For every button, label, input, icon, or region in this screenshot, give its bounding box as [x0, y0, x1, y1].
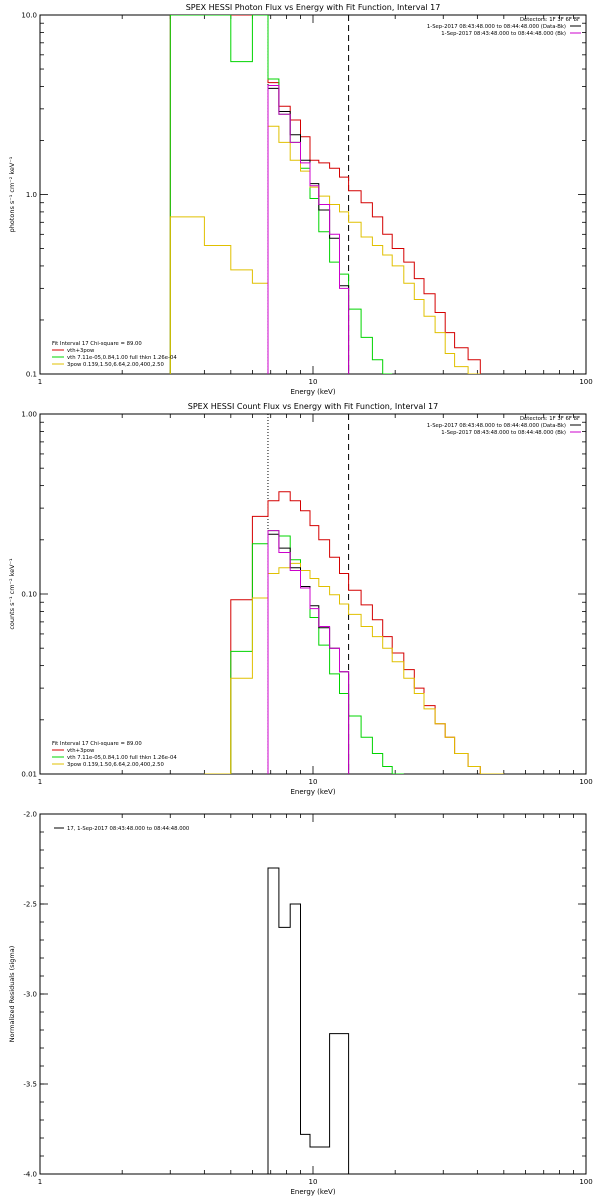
y-axis-label: counts s⁻¹ cm⁻² keV⁻¹: [8, 558, 16, 630]
x-tick-label: 1: [38, 778, 42, 786]
data-layer: [204, 414, 504, 774]
y-tick-label: 1.00: [21, 411, 37, 419]
x-tick-label: 1: [38, 378, 42, 386]
y-tick-label: 1.0: [26, 191, 37, 199]
x-axis-label: Energy (keV): [290, 388, 335, 396]
series-vth: [204, 530, 404, 774]
plot-frame: [39, 413, 587, 775]
legend-bottom-entry: vth 7.11e-05,0.84,1.00 full thkn 1.26e-0…: [67, 755, 177, 761]
x-tick-label: 100: [579, 778, 592, 786]
y-tick-label: -3.5: [23, 1081, 37, 1089]
y-tick-label: -2.5: [23, 901, 37, 909]
legend-top-entry: 1-Sep-2017 08:43:48.000 to 08:44:48.000 …: [441, 31, 566, 37]
y-tick-label: -4.0: [23, 1171, 37, 1179]
data-layer: [169, 15, 481, 374]
series-3pow: [169, 125, 481, 374]
chart-title: SPEX HESSI Photon Flux vs Energy with Fi…: [186, 3, 441, 12]
legend-top-entry: 1-Sep-2017 08:43:48.000 to 08:44:48.000 …: [427, 423, 566, 429]
legend-bottom-entry: vth+3pow: [67, 348, 95, 354]
legend-bottom-entry: 3pow 0.139,1.50,6.64,2.00,400,2.50: [67, 762, 164, 768]
legend-top-entry: Detectors: 1F 3F 6F 8F: [520, 416, 580, 422]
x-tick-label: 10: [309, 778, 318, 786]
legend-bottom-entry: vth 7.11e-05,0.84,1.00 full thkn 1.26e-0…: [67, 355, 177, 361]
x-axis-label: Energy (keV): [290, 1188, 335, 1196]
y-axis-label: Normalized Residuals (sigma): [8, 946, 16, 1043]
series-3pow: [204, 562, 504, 774]
legend-top-entry: Detectors: 1F 3F 6F 8F: [520, 17, 580, 23]
y-tick-label: -3.0: [23, 991, 37, 999]
plot-frame: [39, 813, 587, 1175]
series-bk: [267, 530, 350, 774]
legend-top-entry: 1-Sep-2017 08:43:48.000 to 08:44:48.000 …: [427, 24, 566, 30]
series-bk: [267, 85, 350, 374]
chart-photon: SPEX HESSI Photon Flux vs Energy with Fi…: [8, 3, 593, 396]
y-tick-label: 0.10: [21, 591, 37, 599]
y-tick-label: -2.0: [23, 811, 37, 819]
series-data-bk: [267, 87, 350, 374]
y-tick-label: 0.1: [26, 371, 37, 379]
chart-title: SPEX HESSI Count Flux vs Energy with Fit…: [188, 402, 439, 411]
x-tick-label: 10: [309, 378, 318, 386]
chart-count: SPEX HESSI Count Flux vs Energy with Fit…: [8, 402, 593, 796]
x-tick-label: 100: [579, 1178, 592, 1186]
y-axis-label: photons s⁻¹ cm⁻² keV⁻¹: [8, 156, 16, 232]
plot-frame: [39, 14, 587, 375]
legend-bottom-entry: vth+3pow: [67, 748, 95, 754]
legend-bottom-entry: Fit Interval 17 Chi-square = 89.00: [52, 341, 142, 347]
legend-residual-entry: 17, 1-Sep-2017 08:43:48.000 to 08:44:48.…: [67, 826, 190, 832]
chart-residuals: 1 10 100 Energy (keV) -4.0 -3.5 -3.0 -2.5 -2.0 No…: [8, 811, 593, 1197]
series-17: [267, 867, 350, 1174]
y-tick-label: 10.0: [21, 12, 37, 20]
x-tick-label: 100: [579, 378, 592, 386]
series-vth: [169, 15, 393, 374]
series-vth+3pow: [204, 491, 504, 774]
data-layer: [267, 867, 350, 1174]
series-vth+3pow: [169, 15, 481, 374]
x-tick-label: 10: [309, 1178, 318, 1186]
legend-bottom-entry: Fit Interval 17 Chi-square = 89.00: [52, 741, 142, 747]
x-axis-label: Energy (keV): [290, 788, 335, 796]
legend-top-entry: 1-Sep-2017 08:43:48.000 to 08:44:48.000 …: [441, 430, 566, 436]
x-tick-label: 1: [38, 1178, 42, 1186]
legend-bottom-entry: 3pow 0.139,1.50,6.64,2.00,400,2.50: [67, 362, 164, 368]
y-tick-label: 0.01: [21, 771, 37, 779]
